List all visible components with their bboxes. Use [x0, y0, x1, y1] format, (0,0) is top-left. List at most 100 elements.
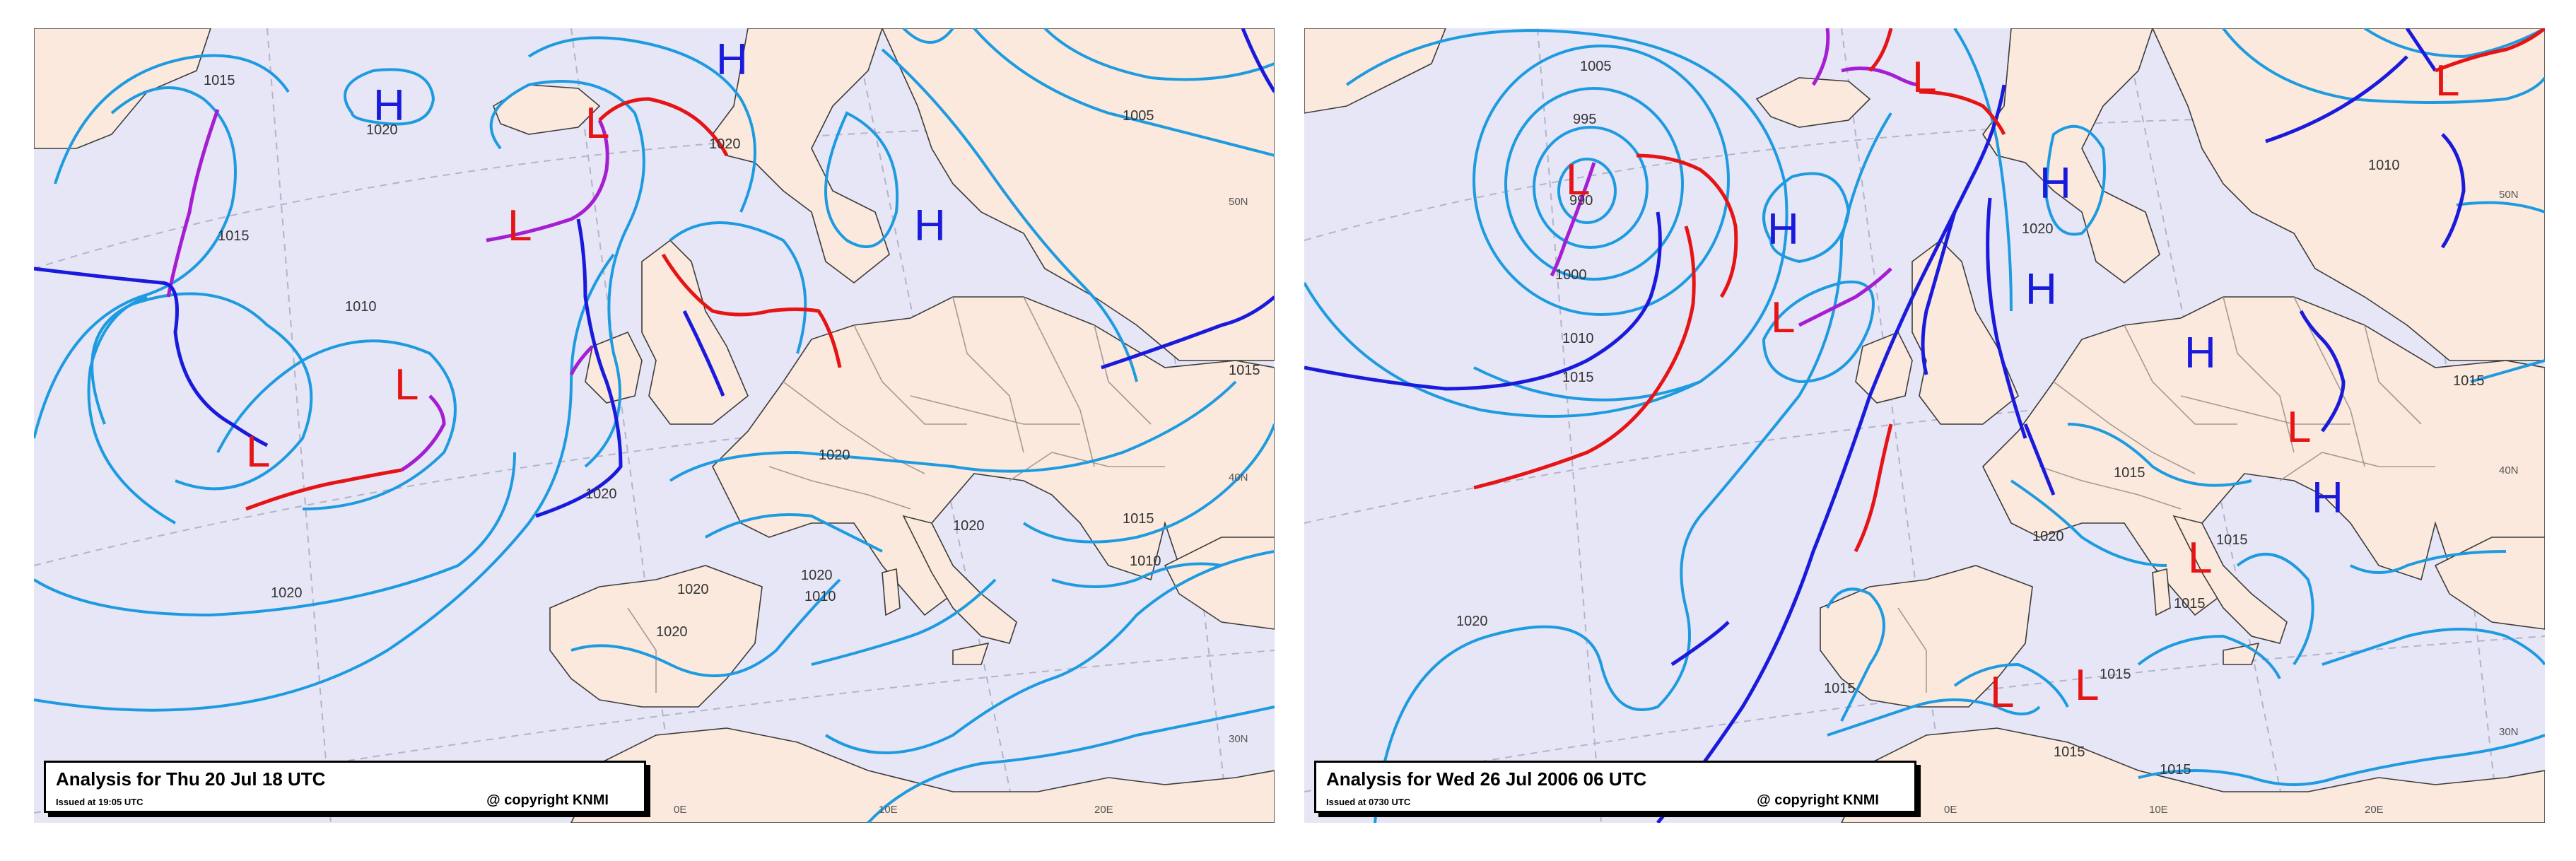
landmass	[1304, 28, 2545, 823]
isobar-label: 995	[1573, 112, 1596, 127]
isobar-label: 1005	[1580, 59, 1612, 74]
high-pressure-centre: H	[373, 81, 405, 130]
isobar-label: 1015	[2054, 744, 2085, 760]
isobar-label: 1020	[271, 585, 303, 601]
isobar-labels: 1005 995 990 1000 1010 1015 1020 1010 10…	[1456, 59, 2485, 778]
high-pressure-centre: H	[716, 35, 748, 84]
high-pressure-centre: H	[2025, 265, 2057, 314]
scandinavia	[1982, 28, 2160, 284]
north-africa	[1841, 727, 2545, 823]
low-pressure-centre: L	[1771, 293, 1795, 342]
high-pressure-centre: H	[2039, 159, 2071, 208]
north-africa	[570, 727, 1275, 823]
cold-front	[1304, 28, 2466, 823]
weather-map-panel-1: H H H L L L L 1015 1020 1020 1015 1010 1…	[34, 28, 1275, 823]
ireland	[1855, 331, 1913, 404]
high-pressure-centre: H	[2312, 474, 2343, 522]
longitude-label: 20E	[1094, 804, 1113, 816]
isobar-label: 1020	[953, 518, 985, 534]
isobar-label: 1015	[2160, 762, 2191, 778]
latitude-label: 50N	[1229, 196, 1248, 208]
high-pressure-centre: H	[1767, 205, 1799, 254]
iceland	[493, 84, 601, 135]
caption-issued-time: Issued at 0730 UTC	[1326, 797, 1411, 807]
latitude-label: 50N	[2499, 189, 2519, 201]
caption-copyright: @ copyright KNMI	[1757, 792, 1879, 808]
isobar-label: 1015	[1824, 681, 1856, 696]
caption-copyright: @ copyright KNMI	[486, 792, 609, 808]
low-pressure-centre: L	[1912, 53, 1936, 102]
isobar-label: 1020	[709, 136, 741, 152]
low-pressure-centre: L	[394, 361, 418, 409]
graticule-labels: 50N 40N 30N 0E 10E 20E	[674, 196, 1248, 816]
weather-map-2: L L L L L L L L H H H H H 1005 995 990 1…	[1304, 28, 2545, 823]
low-pressure-centre: L	[1566, 156, 1590, 204]
greenland-coast	[1304, 28, 1446, 114]
isobar-label: 1020	[656, 624, 688, 640]
isobar-label: 1015	[1229, 363, 1260, 378]
weather-map-panel-2: L L L L L L L L H H H H H 1005 995 990 1…	[1304, 28, 2545, 823]
low-pressure-centre: L	[2435, 57, 2459, 105]
iberia	[549, 565, 763, 708]
isobar-label: 1015	[1562, 370, 1594, 385]
isobars	[34, 28, 1275, 823]
ireland	[585, 331, 643, 404]
turkey	[2434, 537, 2545, 630]
isobar-label: 1010	[345, 299, 377, 315]
caption-title: Analysis for Thu 20 Jul 18 UTC	[56, 768, 326, 790]
weather-map-1: H H H L L L L 1015 1020 1020 1015 1010 1…	[34, 28, 1275, 823]
isobar-label: 1010	[1130, 554, 1161, 569]
longitude-label: 10E	[879, 804, 898, 816]
low-pressure-centre: L	[585, 99, 609, 148]
isobar-label: 1015	[1123, 511, 1154, 527]
warm-front	[1473, 28, 2545, 553]
isobar-label: 1015	[2100, 667, 2131, 682]
graticule-labels: 50N 40N 30N 0E 10E 20E	[1944, 189, 2519, 816]
sardinia	[882, 568, 901, 616]
isobar-label: 1015	[2453, 373, 2485, 389]
longitude-label: 0E	[674, 804, 686, 816]
isobar-label: 1020	[819, 447, 850, 463]
caption-title: Analysis for Wed 26 Jul 2006 06 UTC	[1326, 768, 1647, 790]
isobar-label: 1015	[2216, 532, 2248, 548]
isobar-label: 1020	[677, 582, 709, 597]
isobar-label: 1010	[1562, 331, 1594, 346]
greenland-coast	[34, 28, 211, 149]
longitude-label: 20E	[2365, 804, 2384, 816]
occluded-front	[166, 109, 609, 472]
map-caption: Analysis for Thu 20 Jul 18 UTC Issued at…	[44, 761, 646, 813]
country-borders	[627, 296, 1165, 693]
isobar-label: 1020	[2032, 529, 2064, 544]
turkey	[1164, 537, 1275, 630]
low-pressure-centre: L	[246, 428, 270, 476]
continental-europe	[712, 296, 1275, 623]
isobar-label: 1015	[204, 73, 235, 88]
latitude-label: 30N	[1229, 733, 1248, 745]
isobar-label: 1005	[1123, 108, 1154, 124]
italy	[2172, 515, 2288, 644]
isobar-label: 1020	[585, 486, 617, 502]
pressure-centres: H H H L L L L	[246, 35, 946, 476]
isobar-label: 1020	[801, 568, 833, 583]
fronts	[34, 28, 1275, 518]
country-borders	[1897, 296, 2435, 693]
italy	[902, 515, 1017, 644]
high-pressure-centre: H	[2184, 329, 2216, 377]
pressure-centres: L L L L L L L L H H H H H	[1566, 53, 2459, 717]
isobar-label: 1010	[2368, 158, 2400, 173]
low-pressure-centre: L	[2075, 661, 2099, 710]
isobar-label: 990	[1569, 193, 1593, 209]
longitude-label: 0E	[1944, 804, 1957, 816]
landmass	[34, 28, 1275, 823]
isobar-label: 1015	[218, 228, 250, 244]
caption-issued-time: Issued at 19:05 UTC	[56, 797, 144, 807]
map-caption: Analysis for Wed 26 Jul 2006 06 UTC Issu…	[1314, 761, 1916, 813]
isobar-label: 1020	[366, 122, 398, 138]
isobars	[1304, 28, 2545, 823]
finland-russia	[2152, 28, 2545, 361]
latitude-label: 30N	[2499, 726, 2519, 738]
isobar-labels: 1015 1020 1020 1015 1010 1005 1020 1020 …	[204, 73, 1260, 640]
warm-front	[245, 97, 842, 511]
low-pressure-centre: L	[2188, 534, 2212, 582]
isobar-label: 1015	[2174, 596, 2206, 611]
